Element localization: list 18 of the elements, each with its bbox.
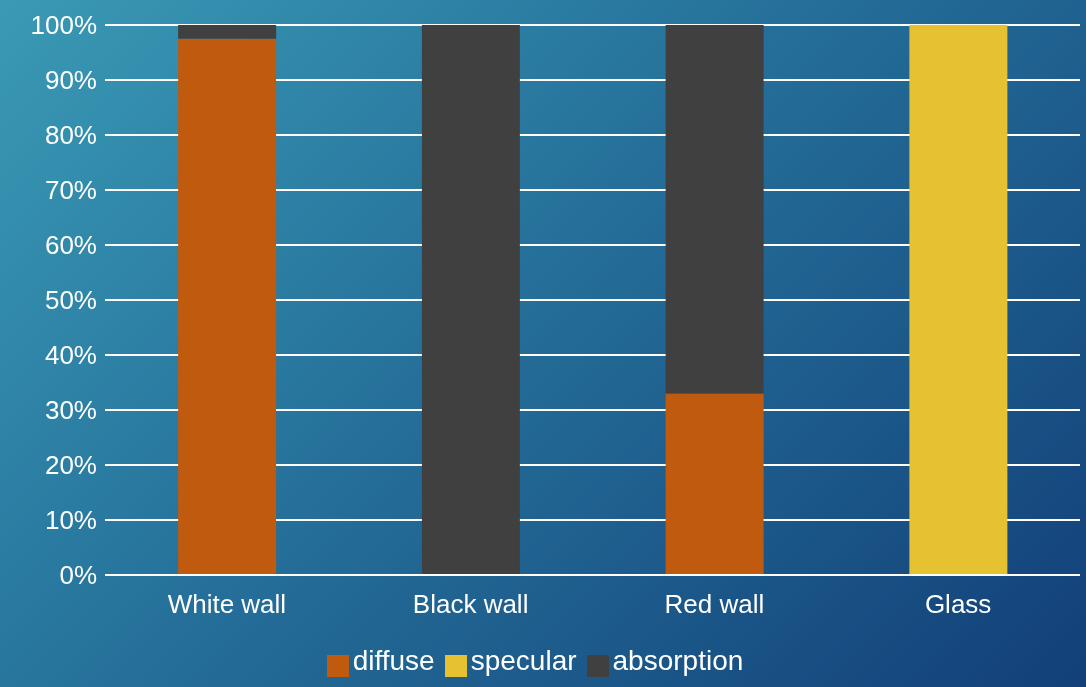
x-tick-label: Glass [924,589,992,620]
y-tick-label: 100% [30,10,97,41]
legend-label: absorption [612,645,744,676]
y-tick-label: 20% [44,450,97,481]
x-tick-label: Red wall [664,589,765,620]
x-tick-label: Black wall [412,589,529,620]
y-tick-label: 30% [44,395,97,426]
y-tick-label: 10% [44,505,97,536]
x-tick-label: White wall [167,589,287,620]
y-tick-label: 60% [44,230,97,261]
y-tick-label: 40% [44,340,97,371]
y-tick-label: 70% [44,175,97,206]
legend-label: diffuse [352,645,435,676]
y-tick-label: 0% [59,560,97,591]
y-tick-label: 80% [44,120,97,151]
y-tick-label: 50% [44,285,97,316]
legend-label: specular [470,645,577,676]
y-tick-label: 90% [44,65,97,96]
